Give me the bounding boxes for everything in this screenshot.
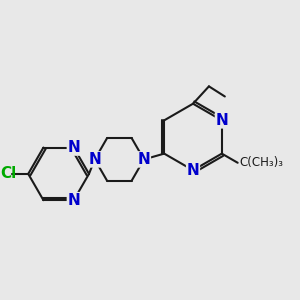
Text: C(CH₃)₃: C(CH₃)₃ bbox=[239, 156, 283, 169]
Text: Cl: Cl bbox=[1, 167, 17, 182]
Text: N: N bbox=[68, 140, 80, 155]
Text: N: N bbox=[68, 193, 80, 208]
Text: N: N bbox=[187, 163, 200, 178]
Text: N: N bbox=[215, 113, 228, 128]
Text: N: N bbox=[138, 152, 150, 167]
Text: N: N bbox=[88, 152, 101, 167]
